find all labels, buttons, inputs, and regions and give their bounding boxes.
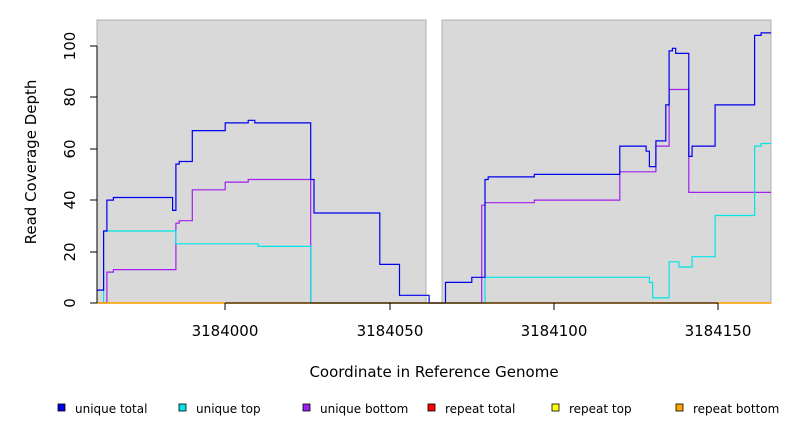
x-tick-label: 3184100 [521,322,588,340]
x-tick-label: 3184150 [685,322,752,340]
legend-label: repeat total [445,402,515,416]
shaded-panel-2 [441,19,772,304]
legend-swatch [675,403,684,412]
legend-swatch [57,403,66,412]
y-tick-label: 100 [61,32,79,61]
y-tick-label: 40 [61,190,79,209]
y-tick-label: 60 [61,139,79,158]
y-tick-label: 0 [61,298,79,308]
y-tick-label: 20 [61,242,79,261]
legend-label: unique top [196,402,261,416]
x-axis-label: Coordinate in Reference Genome [309,363,558,381]
legend-label: unique bottom [320,402,408,416]
plot-panels [96,19,772,304]
legend-label: unique total [75,402,147,416]
legend-swatch [302,403,311,412]
series-line-unique-total [97,32,771,304]
x-tick-label: 3184050 [357,322,424,340]
x-tick-label: 3184000 [192,322,259,340]
legend-label: repeat top [569,402,632,416]
x-ticks: 3184000 3184050 3184100 3184150 [192,303,752,340]
shaded-panel-1 [96,19,427,304]
legend-swatch [427,403,436,412]
legend-label: repeat bottom [693,402,779,416]
legend: unique total unique top unique bottom repea… [57,402,779,416]
axes: 3184000 3184050 3184100 3184150 0 20 40 60 80 10… [61,32,751,340]
series-line-unique-top [97,142,771,304]
y-tick-label: 80 [61,87,79,106]
legend-swatch [178,403,187,412]
y-axis-label: Read Coverage Depth [22,80,40,245]
y-ticks: 0 20 40 60 80 100 [61,32,97,308]
legend-swatch [551,403,560,412]
